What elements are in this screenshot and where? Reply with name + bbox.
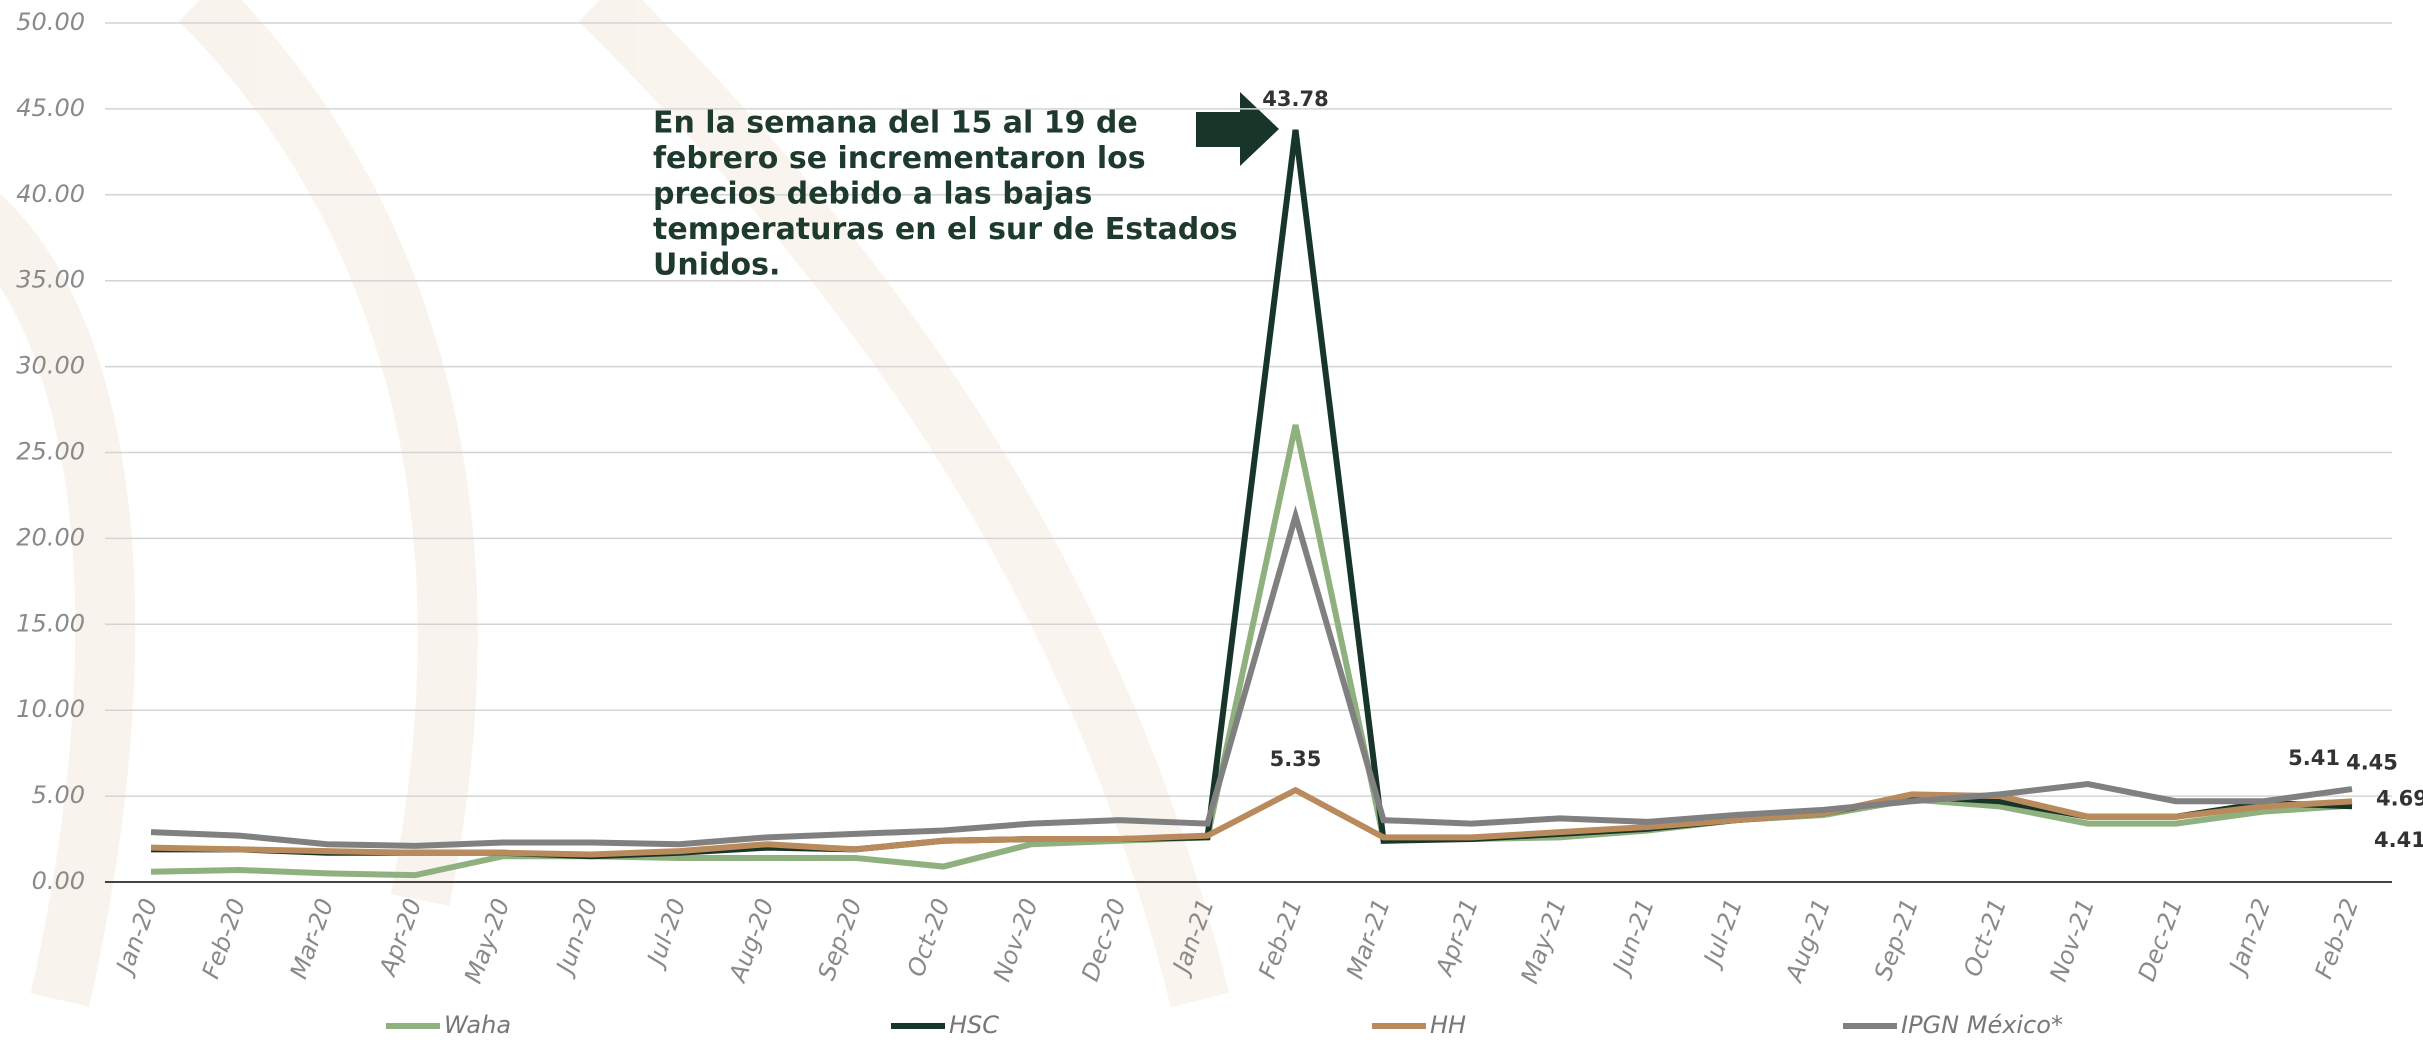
annotation: precios debido a las bajas (653, 177, 1092, 212)
value-label: 5.35 (1270, 747, 1322, 771)
x-tick-label: May-21 (1515, 895, 1571, 987)
value-label: 4.69 (2376, 786, 2423, 810)
x-tick-label: Jan-20 (109, 895, 163, 980)
x-tick-label: Jul-21 (1697, 895, 1748, 972)
x-tick-label: Mar-20 (285, 895, 340, 983)
value-label: 4.41 (2374, 828, 2423, 852)
x-tick-label: Feb-21 (1253, 895, 1308, 983)
x-tick-label: Sep-21 (1869, 895, 1924, 984)
annotation: febrero se incrementaron los (653, 141, 1146, 176)
annotation: Unidos. (653, 248, 780, 283)
value-label: 5.41 (2288, 746, 2340, 770)
y-tick-label: 10.00 (16, 695, 85, 723)
x-tick-label: Sep-20 (812, 895, 867, 984)
x-tick-label: Aug-20 (723, 895, 779, 987)
annotation: temperaturas en el sur de Estados (653, 212, 1238, 247)
x-tick-label: Oct-21 (1958, 895, 2012, 980)
chart: 0.00 5.00 10.00 15.00 20.00 25.00 30.00 35.00 40… (0, 0, 2423, 1040)
annotation: En la semana del 15 al 19 de (653, 106, 1138, 141)
y-tick-label: 5.00 (32, 781, 85, 809)
y-tick-label: 25.00 (16, 438, 85, 466)
x-tick-label: Feb-20 (197, 895, 252, 983)
y-tick-label: 45.00 (16, 94, 85, 122)
x-tick-label: Jun-21 (1606, 895, 1660, 980)
x-tick-label: Apr-20 (373, 895, 427, 981)
legend-label: IPGN México* (1901, 1011, 2063, 1039)
x-tick-label: Oct-20 (902, 895, 956, 980)
x-tick-label: Apr-21 (1430, 895, 1484, 981)
x-tick-label: Dec-20 (1076, 895, 1132, 985)
x-tick-label: Nov-20 (988, 895, 1044, 985)
x-tick-label: Jul-20 (640, 895, 691, 972)
y-tick-label: 50.00 (16, 8, 85, 36)
y-tick-label: 35.00 (16, 266, 85, 294)
legend-label: Waha (444, 1011, 511, 1039)
value-label: 4.45 (2346, 751, 2398, 775)
x-tick-label: Jun-20 (550, 895, 604, 980)
x-tick-label: May-20 (459, 895, 515, 987)
y-tick-label: 15.00 (16, 609, 85, 637)
value-label: 43.78 (1262, 87, 1328, 111)
legend-label: HH (1430, 1011, 1466, 1039)
y-tick-label: 20.00 (16, 523, 85, 551)
x-tick-label: Nov-21 (2044, 895, 2100, 985)
y-tick-label: 0.00 (32, 867, 85, 895)
x-tick-label: Aug-21 (1780, 895, 1836, 987)
x-tick-label: Feb-22 (2310, 895, 2365, 983)
x-tick-label: Mar-21 (1341, 895, 1396, 983)
series-line (151, 130, 2352, 856)
y-tick-label: 40.00 (16, 180, 85, 208)
legend-label: HSC (949, 1011, 999, 1039)
y-tick-label: 30.00 (16, 352, 85, 380)
x-tick-label: Dec-21 (2133, 895, 2189, 985)
x-tick-label: Jan-22 (2222, 895, 2276, 980)
